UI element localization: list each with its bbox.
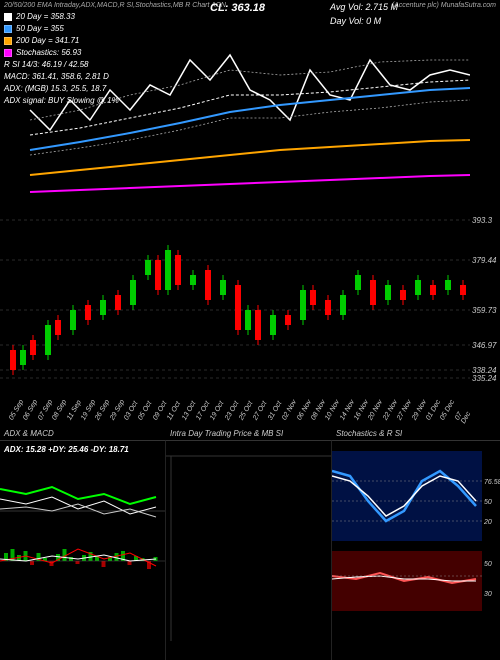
svg-text:50: 50: [484, 561, 492, 568]
main-line-chart: [0, 0, 470, 200]
intraday-svg: [166, 441, 331, 641]
svg-text:379.44: 379.44: [472, 256, 497, 265]
adx-macd-panel: ADX & MACD ADX: 15.28 +DY: 25.46 -DY: 18…: [0, 440, 166, 660]
candlestick-chart: 393.3379.44359.73346.97338.24335.24: [0, 200, 500, 400]
intraday-panel: Intra Day Trading Price & MB SI: [166, 440, 332, 660]
svg-text:20: 20: [483, 519, 492, 526]
adx-macd-svg: [0, 441, 165, 641]
bottom-panels: ADX & MACD ADX: 15.28 +DY: 25.46 -DY: 18…: [0, 440, 500, 660]
stoch-rsi-panel: Stochastics & R SI 76.5850205030: [332, 440, 500, 660]
svg-text:50: 50: [484, 499, 492, 506]
adx-macd-title: ADX & MACD: [4, 429, 54, 438]
stoch-rsi-title: Stochastics & R SI: [336, 429, 402, 438]
date-axis: 05 Sep06 Sep07 Sep08 Sep11 Sep19 Sep26 S…: [0, 400, 470, 430]
stoch-rsi-svg: 76.58 50 20 50 30: [332, 441, 500, 641]
svg-text:76.58: 76.58: [484, 479, 500, 486]
svg-text:393.3: 393.3: [472, 216, 493, 225]
intraday-title: Intra Day Trading Price & MB SI: [170, 429, 283, 438]
svg-text:346.97: 346.97: [472, 341, 497, 350]
svg-text:335.24: 335.24: [472, 374, 497, 383]
svg-text:359.73: 359.73: [472, 306, 497, 315]
svg-text:30: 30: [484, 591, 492, 598]
adx-info: ADX: 15.28 +DY: 25.46 -DY: 18.71: [4, 445, 129, 454]
